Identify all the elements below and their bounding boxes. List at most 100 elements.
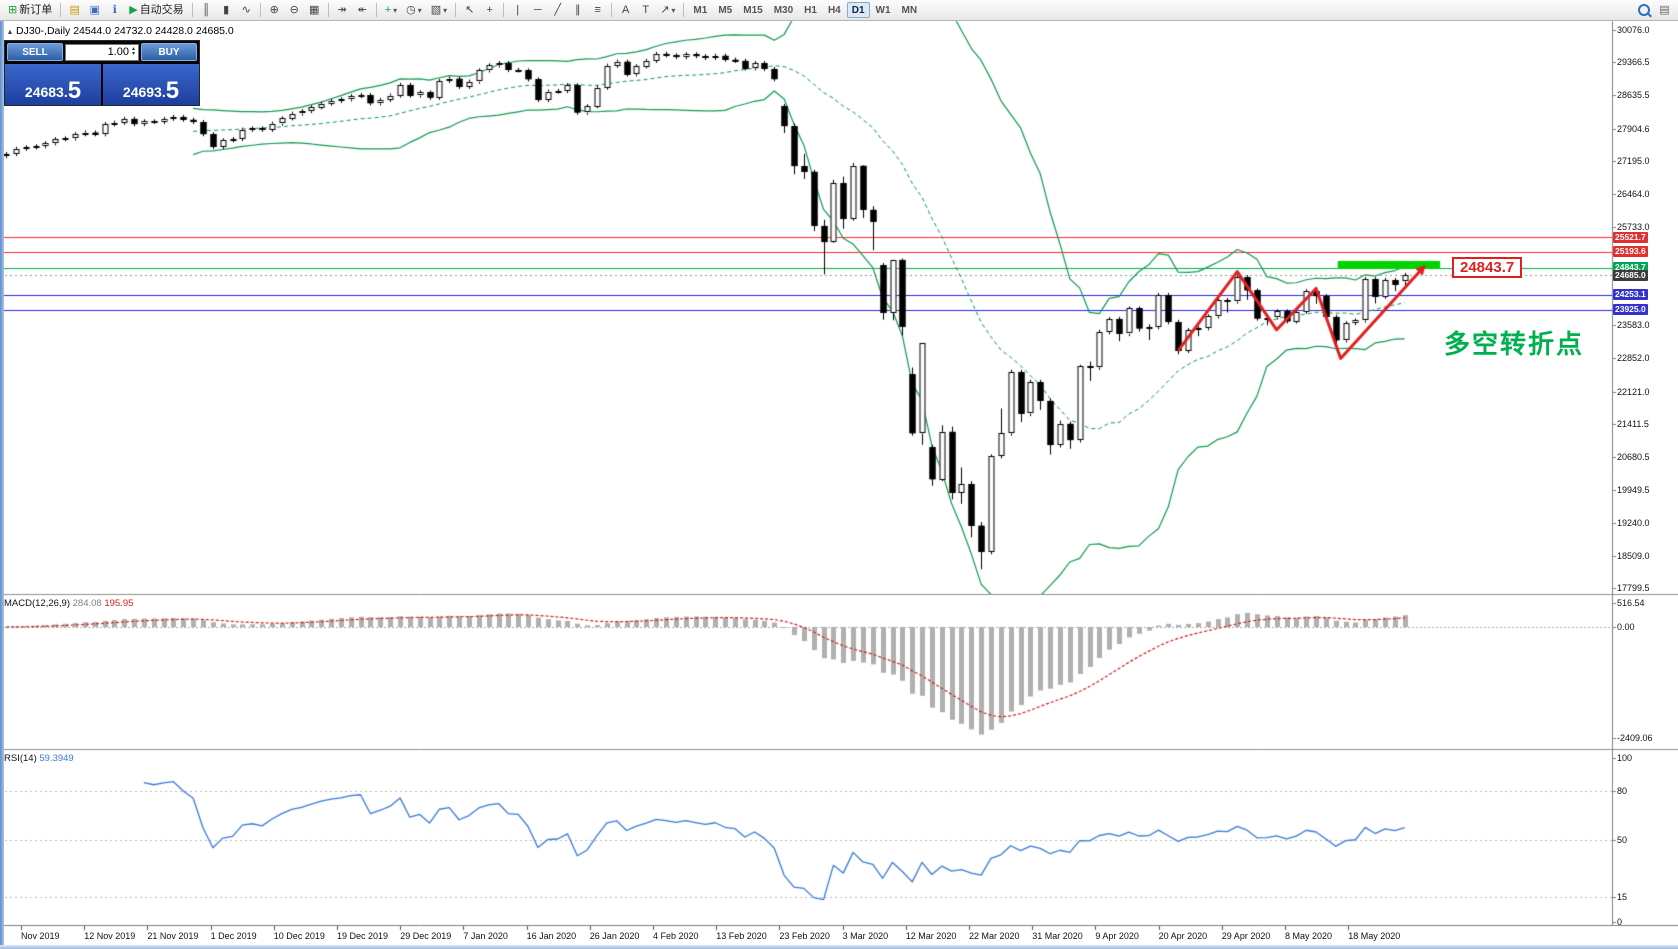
candle-chart-icon: ▮ [223,3,230,16]
timeframe-d1-button[interactable]: D1 [846,2,870,18]
new-order-icon: ⊞ [8,3,18,16]
turning-point-note[interactable]: 多空转折点 [1444,329,1585,359]
timeframe-m5-button[interactable]: M5 [713,2,737,18]
arrows-icon: ↗ [660,3,670,16]
price-tag-annotation[interactable]: 24843.7 [1452,257,1523,278]
toolbar-button-label: 新订单 [19,3,53,16]
zoom-out-icon: ⊖ [289,3,299,16]
vertical-line-button[interactable]: | [508,2,527,19]
crosshair-icon: + [486,3,493,16]
window-frame-bottom [0,945,1678,949]
timeframe-w1-button[interactable]: W1 [871,2,896,18]
horizontal-line-button[interactable]: ─ [528,2,547,19]
dropdown-arrow-icon: ▾ [443,5,448,15]
one-click-trading-panel: SELL 1.00 ▴ ▾ BUY 24683. 5 24693. 5 [4,40,200,106]
arrows-button[interactable]: ↗ ▾ [656,2,679,19]
timeframe-m30-button[interactable]: M30 [769,2,798,18]
text-button[interactable]: A [616,2,635,19]
chart-title: ▴ DJ30-,Daily 24544.0 24732.0 24428.0 24… [8,25,234,37]
volume-value: 1.00 [107,46,129,58]
dropdown-arrow-icon: ▾ [417,5,422,15]
buy-price[interactable]: 24693. 5 [103,64,199,105]
layout-button[interactable]: ▤ [1655,2,1674,19]
periods-icon: ◷ [406,3,416,16]
info-icon: ℹ [112,3,117,16]
crosshair-button[interactable]: + [480,2,499,19]
indicators-icon: + [384,3,392,16]
toolbar-separator [375,3,377,17]
toolbar-separator [503,3,505,17]
indicators-button[interactable]: + ▾ [381,2,401,19]
cursor-icon: ↖ [465,3,475,16]
profile-icon: ▣ [89,3,100,16]
timeframe-mn-button[interactable]: MN [897,2,923,18]
chart-shift-button[interactable]: ↞ [353,2,372,19]
sell-price-main: 24683. [24,84,68,100]
timeframe-h4-button[interactable]: H4 [823,2,846,18]
magnifier-icon [1638,4,1650,16]
trendline-button[interactable]: ╱ [548,2,567,19]
label-button[interactable]: T [636,2,655,19]
macd-name: MACD(12,26,9) [4,598,70,609]
spinner-down-icon[interactable]: ▾ [131,51,135,57]
channel-icon: ∥ [574,3,581,16]
text-icon: A [622,3,630,16]
main-toolbar: ⊞ 新订单 ▤ ▣ ℹ ▶ 自动交易 ║ ▮ ∿ ⊕ ⊖ ▦ ↠ ↞ + ▾ ◷ ▾ ▧ ▾ ↖ + | ─ ╱ ∥ ≡ A T ↗ ▾ M1 M… [0,0,1678,21]
tile-windows-icon: ▦ [308,3,320,16]
rsi-label: RSI(14) 59.3949 [4,753,74,764]
rsi-value: 59.3949 [39,753,74,764]
label-icon: T [642,3,650,16]
sell-button[interactable]: SELL [7,43,63,61]
auto-scroll-icon: ↠ [337,3,347,16]
trendline-icon: ╱ [554,3,561,16]
toolbar-button-label: 自动交易 [139,3,184,16]
new-order-button[interactable]: ⊞ 新订单 [4,2,56,19]
volume-spinner[interactable]: ▴ ▾ [131,46,135,57]
toolbar-separator [327,3,329,17]
auto-trading-button[interactable]: ▶ 自动交易 [125,2,187,19]
timeframe-m15-button[interactable]: M15 [738,2,767,18]
macd-label: MACD(12,26,9) 284.08 195.95 [4,598,133,609]
chart-shift-icon: ↞ [357,3,367,16]
volume-input[interactable]: 1.00 ▴ ▾ [65,43,139,61]
dropdown-arrow-icon: ▾ [393,5,398,15]
zoom-out-button[interactable]: ⊖ [285,2,304,19]
toolbar-separator [259,3,261,17]
toolbar-separator [683,3,685,17]
profile-button[interactable]: ▣ [85,2,104,19]
bar-chart-button[interactable]: ║ [197,2,216,19]
toolbar-separator [191,3,193,17]
line-chart-icon: ∿ [241,3,251,16]
sell-price-big-digit: 5 [67,77,82,104]
auto-scroll-button[interactable]: ↠ [333,2,352,19]
vertical-line-icon: | [516,3,520,16]
info-button[interactable]: ℹ [105,2,124,19]
fibonacci-icon: ≡ [594,3,601,16]
candle-chart-button[interactable]: ▮ [217,2,236,19]
horizontal-line-icon: ─ [533,3,542,16]
buy-price-big-digit: 5 [165,77,180,104]
channel-button[interactable]: ∥ [568,2,587,19]
search-button[interactable] [1634,2,1654,19]
cursor-button[interactable]: ↖ [460,2,479,19]
charts-menu-button[interactable]: ▤ [65,2,84,19]
trade-panel-prices: 24683. 5 24693. 5 [5,63,199,105]
timeframe-m1-button[interactable]: M1 [688,2,712,18]
toolbar-separator [611,3,613,17]
rsi-name: RSI(14) [4,753,37,764]
trade-panel-controls: SELL 1.00 ▴ ▾ BUY [5,41,199,63]
templates-button[interactable]: ▧ ▾ [427,2,451,19]
line-chart-button[interactable]: ∿ [237,2,256,19]
periods-button[interactable]: ◷ ▾ [402,2,426,19]
buy-price-main: 24693. [122,84,166,100]
timeframe-h1-button[interactable]: H1 [799,2,822,18]
spinner-up-icon[interactable]: ▴ [131,46,135,52]
zoom-in-button[interactable]: ⊕ [265,2,284,19]
sell-price[interactable]: 24683. 5 [5,64,103,105]
charts-menu-icon: ▤ [69,3,80,16]
tile-windows-button[interactable]: ▦ [305,2,324,19]
fibonacci-button[interactable]: ≡ [588,2,607,19]
buy-button[interactable]: BUY [141,43,197,61]
